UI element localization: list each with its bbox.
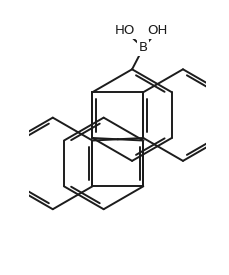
Text: B: B	[138, 41, 147, 54]
Text: OH: OH	[147, 24, 167, 37]
Text: HO: HO	[114, 24, 135, 37]
